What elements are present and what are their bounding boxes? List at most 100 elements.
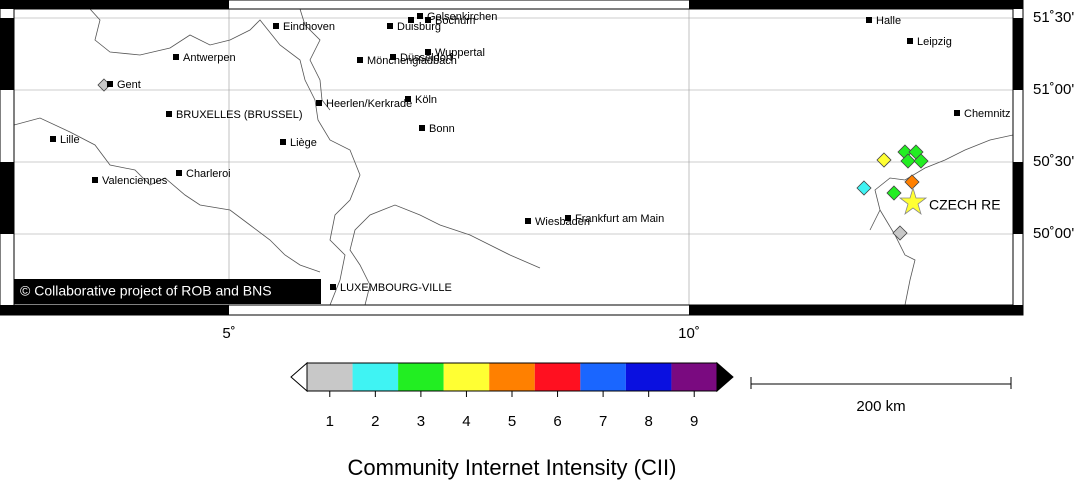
city-label: Bochum (435, 15, 475, 27)
colorbar-segment (398, 363, 444, 391)
city-label: Lille (60, 134, 80, 146)
lat-label: 50˚30' (1033, 153, 1074, 170)
colorbar-label: 4 (462, 413, 470, 430)
city-marker (176, 170, 182, 176)
event (892, 225, 908, 241)
colorbar-label: 9 (690, 413, 698, 430)
city-label: Antwerpen (183, 52, 236, 64)
colorbar-segment (534, 363, 581, 391)
event (886, 185, 902, 201)
map-area (14, 9, 1013, 305)
city-marker (387, 23, 393, 29)
city-marker (417, 13, 423, 19)
lon-label: 5˚ (222, 325, 235, 342)
colorbar-label: 8 (644, 413, 652, 430)
event (900, 153, 916, 169)
city-label: Chemnitz (964, 108, 1010, 120)
frame-bar (0, 305, 229, 315)
epicenter-label: CZECH RE (929, 197, 1001, 213)
city-marker (50, 136, 56, 142)
city-marker (565, 215, 571, 221)
lat-label: 51˚00' (1033, 81, 1074, 98)
city-marker (419, 125, 425, 131)
border (879, 209, 916, 305)
city-label: Düsseldorf (400, 52, 454, 64)
city-marker (357, 57, 363, 63)
colorbar-label: 5 (508, 413, 516, 430)
city-label: Valenciennes (102, 175, 168, 187)
city-label: Leipzig (917, 36, 952, 48)
colorbar-segment (489, 363, 535, 391)
colorbar-label: 6 (553, 413, 561, 430)
colorbar-segment (671, 363, 717, 391)
colorbar-segment (307, 363, 353, 391)
colorbar: 1 2 3 4 5 6 7 8 9 (307, 363, 717, 430)
city-label: Duisburg (397, 21, 441, 33)
colorbar-label: 3 (417, 413, 425, 430)
border (14, 117, 321, 273)
city-label: Charleroi (186, 168, 231, 180)
city-label: Gelsenkirchen (427, 11, 497, 23)
city-marker (425, 49, 431, 55)
legend-title: Community Internet Intensity (CII) (348, 455, 677, 480)
city-marker (408, 17, 414, 23)
colorbar-segment (352, 363, 399, 391)
event (913, 153, 929, 169)
city-label: Halle (876, 15, 901, 27)
city-label: Heerlen/Kerkrade (326, 98, 412, 110)
colorbar-segment (443, 363, 490, 391)
city-marker (166, 111, 172, 117)
city-marker (173, 54, 179, 60)
outer-frame (0, 0, 1024, 316)
map-frame (13, 8, 1014, 306)
city-label: Bonn (429, 123, 455, 135)
colorbar-frame (306, 362, 718, 392)
event (876, 152, 892, 168)
frame-bar (0, 162, 14, 234)
city-marker (866, 17, 872, 23)
events (97, 78, 929, 241)
city-label: Frankfurt am Main (575, 213, 664, 225)
city-label: Mönchengladbach (367, 55, 457, 67)
lon-label: 10˚ (678, 325, 700, 342)
copyright: © Collaborative project of ROB and BNS (20, 283, 272, 299)
city-label: Eindhoven (283, 21, 335, 33)
city-marker (907, 38, 913, 44)
scale-label: 200 km (856, 398, 905, 415)
border (349, 204, 541, 305)
colorbar-label: 2 (371, 413, 379, 430)
city-marker (316, 100, 322, 106)
city-label: LUXEMBOURG-VILLE (340, 282, 452, 294)
event (904, 174, 920, 190)
colorbar-segment (625, 363, 672, 391)
frame-bar (0, 0, 229, 9)
city-marker (107, 81, 113, 87)
city-marker (280, 139, 286, 145)
colorbar-label: 7 (599, 413, 607, 430)
city-marker (390, 54, 396, 60)
border (89, 9, 361, 305)
city-marker (330, 284, 336, 290)
lat-label: 51˚30' (1033, 9, 1074, 26)
city-marker (425, 17, 431, 23)
frame-bar (1013, 18, 1023, 90)
city-label: Gent (117, 79, 141, 91)
city-marker (92, 177, 98, 183)
city-label: Liège (290, 137, 317, 149)
border (869, 134, 1013, 231)
frame-bar (689, 305, 1023, 315)
frame-bar (1013, 162, 1023, 234)
city-marker (525, 218, 531, 224)
colorbar-label: 1 (326, 413, 334, 430)
lat-label: 50˚00' (1033, 225, 1074, 242)
city-label: Wiesbaden (535, 216, 590, 228)
city-marker (273, 23, 279, 29)
epicenter (898, 186, 928, 216)
frame-bar (689, 0, 1023, 9)
city-marker (405, 96, 411, 102)
colorbar-segment (580, 363, 626, 391)
city-label: BRUXELLES (BRUSSEL) (176, 109, 303, 121)
